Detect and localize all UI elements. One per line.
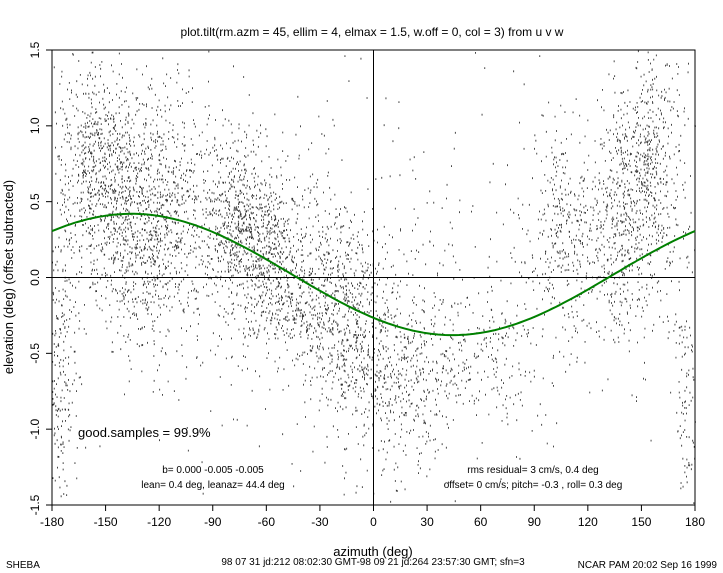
fit-curve <box>51 212 696 337</box>
x-tick-label: 150 <box>631 515 651 529</box>
x-tick-label: 180 <box>685 515 705 529</box>
x-axis: -180 -150 -120 -90 -60 -30 0 30 60 90 120 150 180 <box>40 505 705 529</box>
x-tick-label: 120 <box>578 515 598 529</box>
x-tick-label: 30 <box>420 515 434 529</box>
y-tick-label: -0.5 <box>28 343 42 364</box>
x-tick-label: -120 <box>147 515 171 529</box>
y-axis-label: elevation (deg) (offset subtracted) <box>1 180 16 374</box>
x-tick-label: -90 <box>204 515 222 529</box>
x-tick-label: -60 <box>258 515 276 529</box>
chart-title: plot.tilt(rm.azm = 45, ellim = 4, elmax … <box>181 25 564 39</box>
footer-center: 98 07 31 jd:212 08:02:30 GMT-98 09 21 jd… <box>221 557 525 568</box>
offset-annotation: offset= 0 cm/s; pitch= -0.3 , roll= 0.3 … <box>444 480 623 491</box>
y-tick-label: 0.0 <box>28 269 42 286</box>
y-tick-label: 1.5 <box>28 41 42 58</box>
y-tick-label: 0.5 <box>28 193 42 210</box>
footer-left: SHEBA <box>6 560 40 571</box>
lean-annotation: lean= 0.4 deg, leanaz= 44.4 deg <box>141 480 284 491</box>
x-tick-label: -150 <box>94 515 118 529</box>
y-tick-label: -1.5 <box>28 494 42 515</box>
y-tick-label: -1.0 <box>28 419 42 440</box>
x-tick-label: 0 <box>370 515 377 529</box>
y-axis: -1.5 -1.0 -0.5 0.0 0.5 1.0 1.5 <box>28 41 52 515</box>
x-tick-label: 60 <box>474 515 488 529</box>
footer-right: NCAR PAM 20:02 Sep 16 1999 <box>578 560 718 571</box>
good-samples-annotation: good.samples = 99.9% <box>78 425 211 440</box>
x-tick-label: -180 <box>40 515 64 529</box>
b-coefficients-annotation: b= 0.000 -0.005 -0.005 <box>162 465 264 476</box>
x-tick-label: -30 <box>311 515 329 529</box>
y-tick-label: 1.0 <box>28 117 42 134</box>
rms-residual-annotation: rms residual= 3 cm/s, 0.4 deg <box>467 465 598 476</box>
x-axis-label: azimuth (deg) <box>333 544 412 559</box>
x-tick-label: 90 <box>528 515 542 529</box>
